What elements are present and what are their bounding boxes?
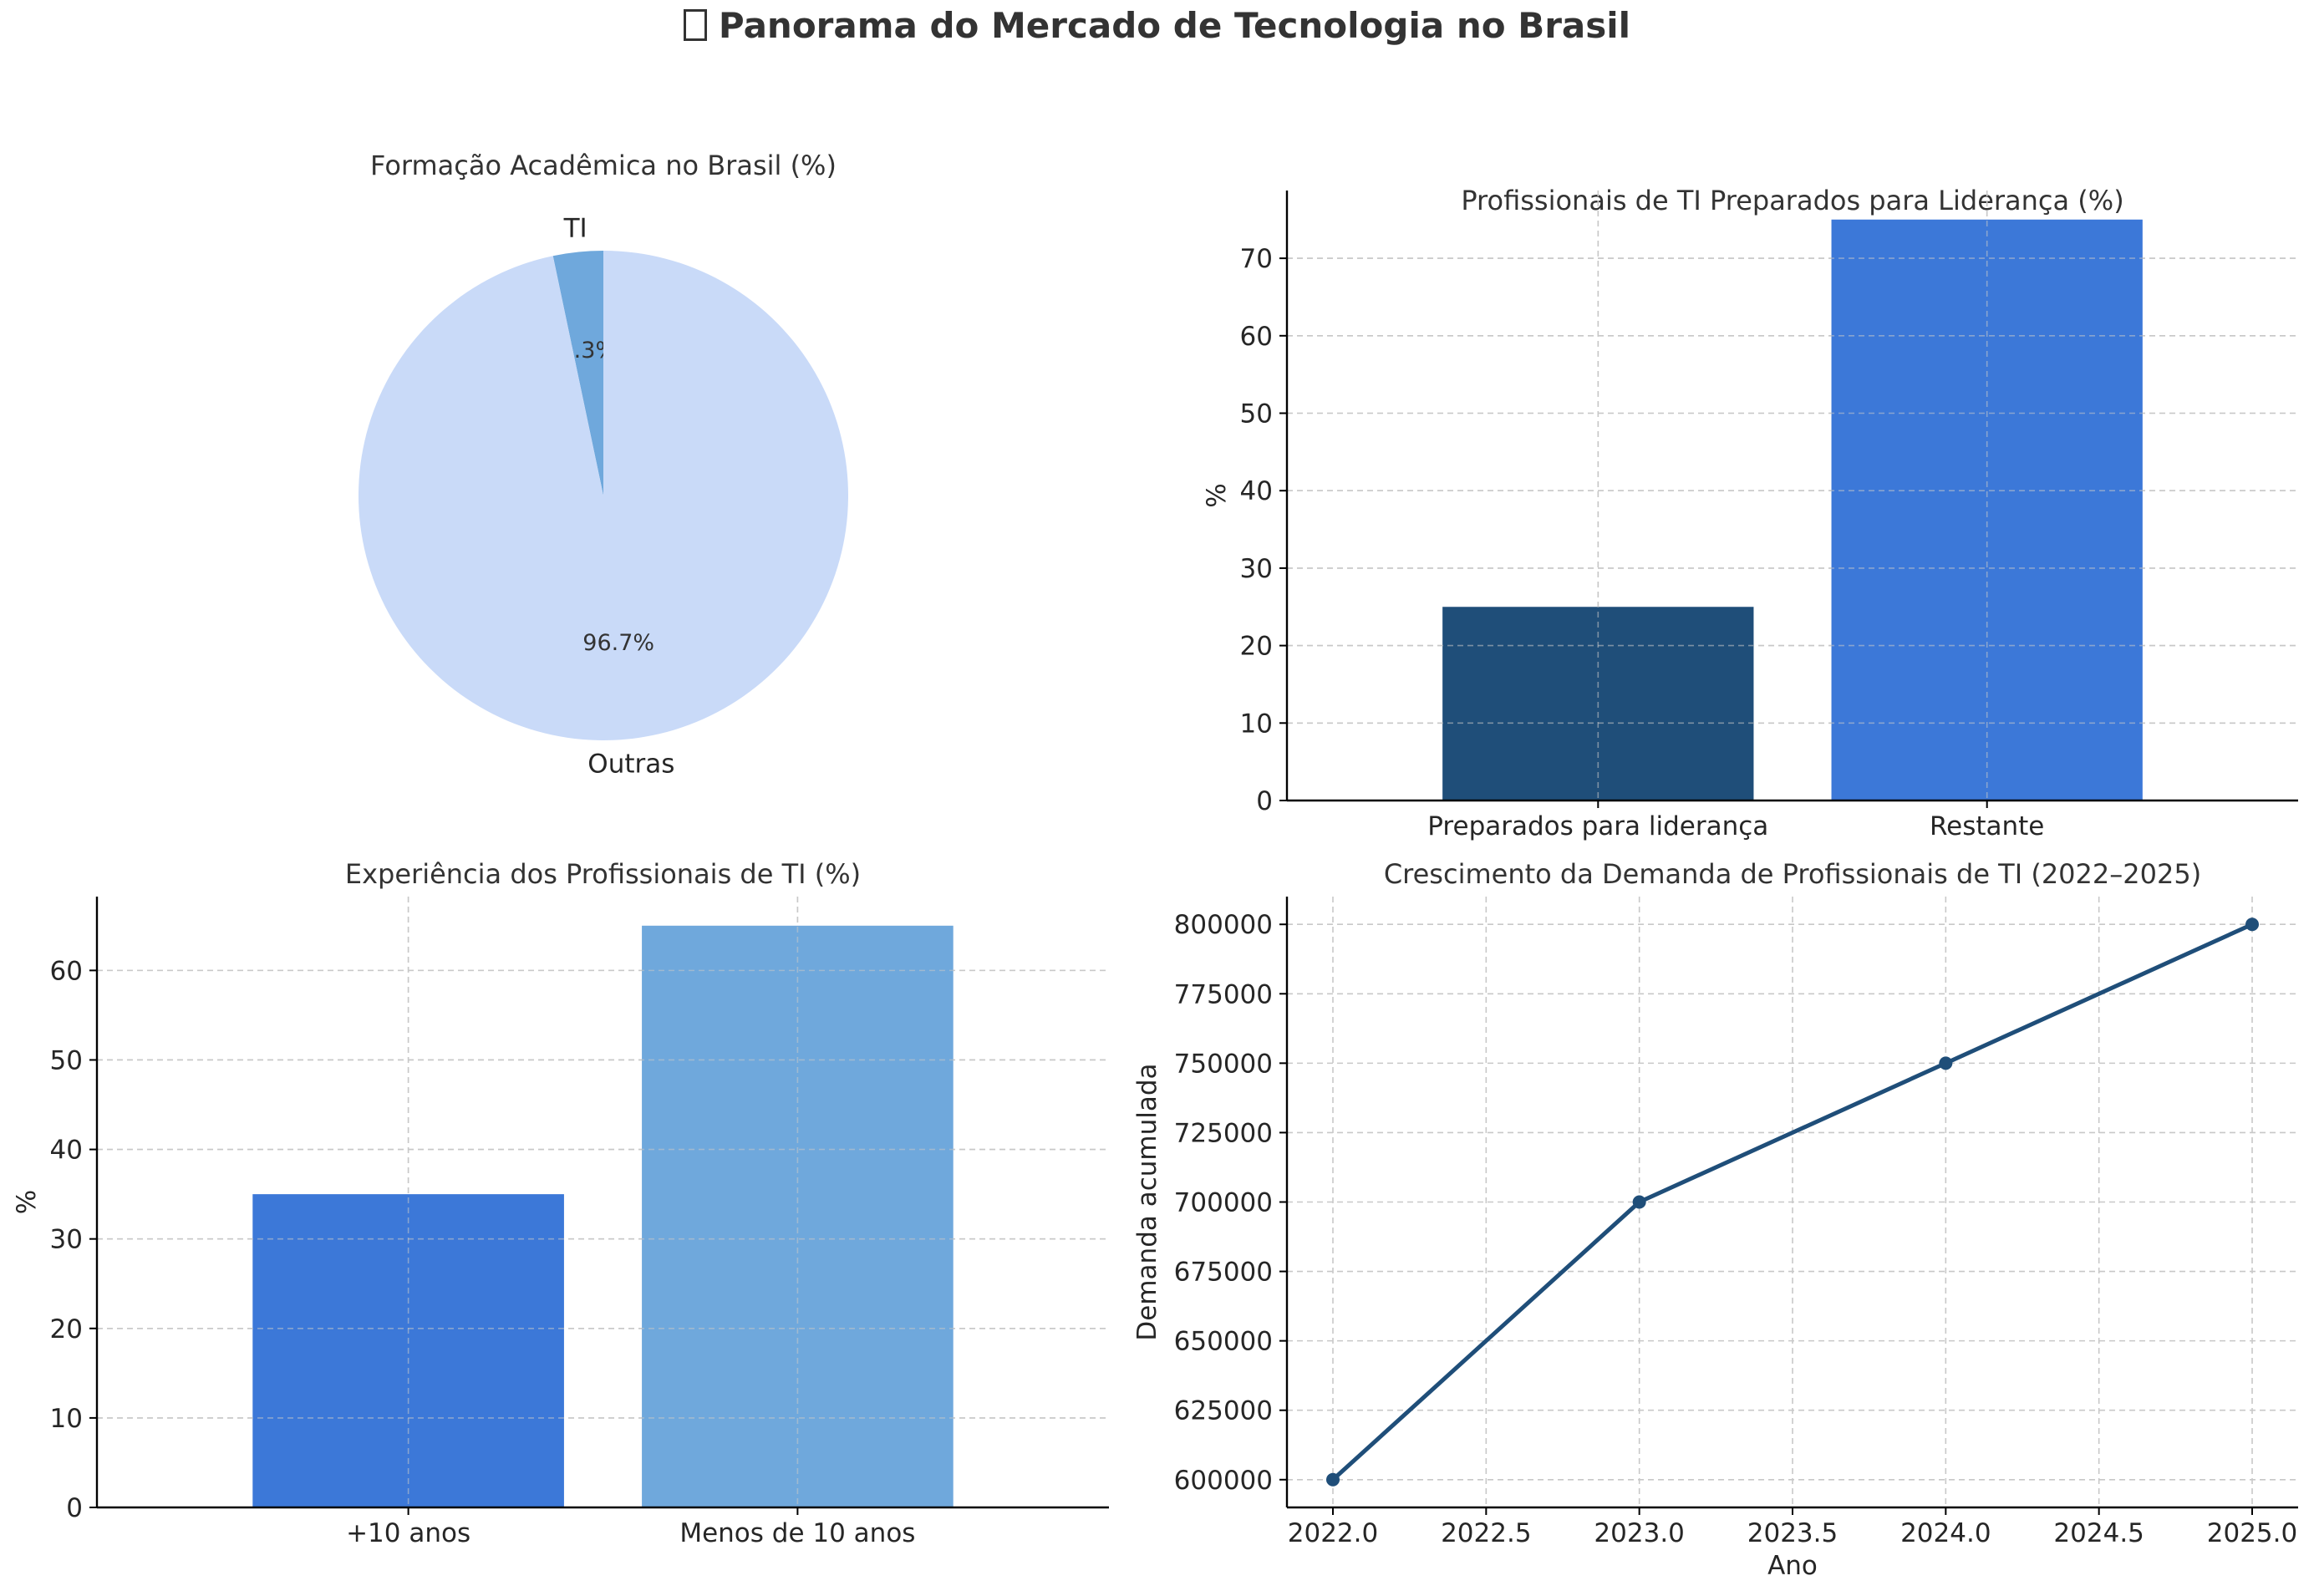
demand-y-tick-label: 625000 <box>1174 1396 1273 1426</box>
demand-point <box>1939 1056 1953 1070</box>
experience-bar-chart: Experiência dos Profissionais de TI (%) 0… <box>12 858 1109 1548</box>
figure-title-text: Panorama do Mercado de Tecnologia no Bra… <box>718 5 1631 46</box>
demand-y-tick-label: 600000 <box>1174 1466 1273 1496</box>
demand-y-tick-label: 675000 <box>1174 1258 1273 1288</box>
demand-point <box>1632 1195 1646 1209</box>
demand-y-tick-label: 650000 <box>1174 1327 1273 1357</box>
experience-bar-title: Experiência dos Profissionais de TI (%) <box>345 858 861 890</box>
demand-point <box>1326 1472 1340 1487</box>
demand-y-tick-label: 800000 <box>1174 910 1273 940</box>
demand-y-tick-label: 750000 <box>1174 1049 1273 1079</box>
leadership-bar-title: Profissionais de TI Preparados para Lide… <box>1461 185 2123 216</box>
pie-label-outras: Outras <box>587 750 674 780</box>
demand-x-axis-label: Ano <box>1767 1551 1818 1581</box>
experience-bar-y-tick-label: 40 <box>50 1136 83 1166</box>
experience-bar-y-tick-label: 60 <box>50 956 83 986</box>
pie-chart: Formação Acadêmica no Brasil (%)TI3.3%Ou… <box>358 150 848 780</box>
leadership-bar-y-tick-label: 20 <box>1240 632 1273 662</box>
demand-x-tick-label: 2022.5 <box>1441 1518 1531 1548</box>
demand-series-line <box>1331 922 2254 1482</box>
demand-x-tick-label: 2024.0 <box>1900 1518 1991 1548</box>
demand-title: Crescimento da Demanda de Profissionais … <box>1384 858 2201 890</box>
experience-bar-y-axis-label: % <box>12 1190 42 1214</box>
pie-label-ti: TI <box>563 213 587 243</box>
leadership-bar-y-tick-label: 30 <box>1240 554 1273 584</box>
experience-bar-y-tick-label: 50 <box>50 1045 83 1075</box>
experience-bar-y-tick-label: 0 <box>66 1493 83 1523</box>
leadership-bar-x-tick-label: Preparados para liderança <box>1427 811 1768 841</box>
demand-point <box>2245 917 2259 932</box>
demand-y-axis-label: Demanda acumulada <box>1132 1063 1162 1340</box>
demand-y-tick-label: 725000 <box>1174 1118 1273 1148</box>
leadership-bar-y-tick-label: 0 <box>1256 786 1273 816</box>
figure-title: Panorama do Mercado de Tecnologia no Bra… <box>0 5 2314 46</box>
experience-bar-x-tick-label: Menos de 10 anos <box>679 1518 915 1548</box>
demand-x-tick-label: 2022.0 <box>1288 1518 1378 1548</box>
leadership-bar-chart: Profissionais de TI Preparados para Lide… <box>1202 185 2298 841</box>
pie-value-label-outras: 96.7% <box>582 630 654 656</box>
pie-slice-ti <box>552 251 603 496</box>
leadership-bar-y-tick-label: 60 <box>1240 322 1273 352</box>
leadership-bar-y-tick-label: 10 <box>1240 709 1273 739</box>
demand-y-tick-label: 700000 <box>1174 1188 1273 1218</box>
demand-y-tick-label: 775000 <box>1174 979 1273 1009</box>
demand-x-tick-label: 2025.0 <box>2207 1518 2297 1548</box>
demand-line-chart: Crescimento da Demanda de Profissionais … <box>1132 858 2298 1581</box>
experience-bar-y-tick-label: 30 <box>50 1225 83 1255</box>
leadership-bar-y-tick-label: 70 <box>1240 244 1273 274</box>
experience-bar-y-tick-label: 20 <box>50 1314 83 1344</box>
leadership-bar-y-tick-label: 40 <box>1240 476 1273 506</box>
demand-x-tick-label: 2023.5 <box>1747 1518 1838 1548</box>
demand-x-tick-label: 2024.5 <box>2053 1518 2144 1548</box>
leadership-bar-x-tick-label: Restante <box>1930 811 2044 841</box>
leadership-bar-y-axis-label: % <box>1202 483 1232 507</box>
leadership-bar-y-tick-label: 50 <box>1240 399 1273 429</box>
demand-x-tick-label: 2023.0 <box>1594 1518 1684 1548</box>
pie-slice-outras <box>358 251 848 740</box>
experience-bar-y-tick-label: 10 <box>50 1404 83 1434</box>
missing-emoji-icon <box>683 9 707 41</box>
pie-title: Formação Acadêmica no Brasil (%) <box>370 150 837 181</box>
experience-bar-x-tick-label: +10 anos <box>346 1518 470 1548</box>
